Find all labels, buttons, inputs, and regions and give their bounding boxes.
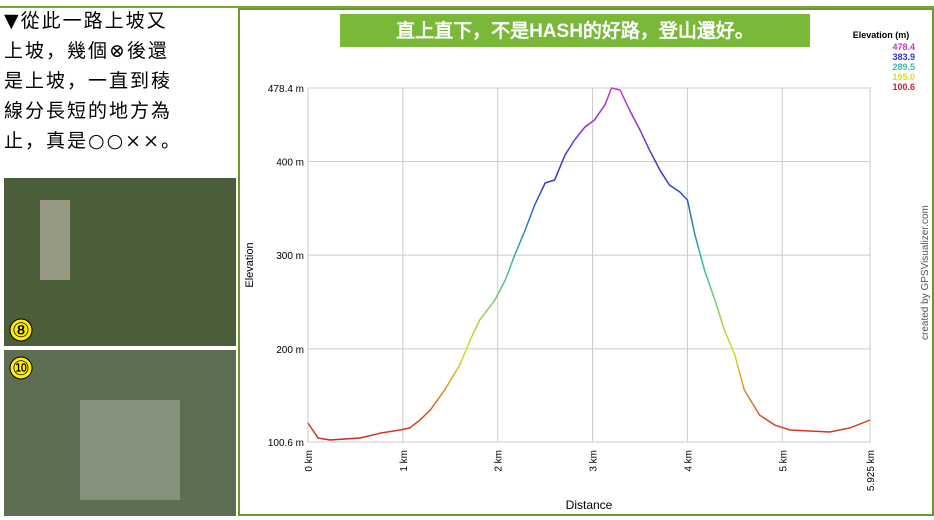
y-tick-label: 200 m (276, 345, 304, 356)
plot-area (308, 88, 870, 442)
y-tick-label: 100.6 m (268, 438, 304, 449)
y-tick-label: 400 m (276, 157, 304, 168)
legend-entry: 195.0 (892, 72, 915, 82)
legend-entry: 478.4 (892, 42, 915, 52)
x-tick-label: 2 km (494, 450, 505, 472)
photo-detail (40, 200, 70, 280)
side-text: 止，真是○○××。 (4, 130, 182, 152)
legend-entry: 100.6 (892, 82, 915, 92)
y-tick-label: 478.4 m (268, 84, 304, 95)
x-axis-label: Distance (566, 498, 613, 512)
x-tick-label: 5.925 km (866, 450, 877, 491)
y-axis-label: Elevation (244, 242, 256, 287)
photo-detail (80, 400, 180, 500)
side-text: 是上坡，一直到稜 (4, 70, 172, 92)
credit: created by GPSVisualizer.com (920, 205, 931, 340)
legend-entry: 289.5 (892, 62, 915, 72)
side-text: 上坡，幾個⊗後還 (4, 40, 169, 62)
x-tick-label: 5 km (778, 450, 789, 472)
side-text: 線分長短的地方為 (4, 100, 172, 122)
chart-title: 直上直下，不是HASH的好路，登山還好。 (396, 19, 754, 42)
y-tick-label: 300 m (276, 251, 304, 262)
photo (4, 178, 236, 346)
x-tick-label: 1 km (399, 450, 410, 472)
x-tick-label: 0 km (304, 450, 315, 472)
legend-title: Elevation (m) (853, 30, 910, 40)
photo-badge: ⑧ (12, 320, 30, 342)
screenshot: ⑧ ⑩ 直上直下，不是HASH的好路，登山還好。 Elevation (m) E… (0, 0, 934, 516)
x-tick-label: 4 km (683, 450, 694, 472)
x-tick-label: 3 km (589, 450, 600, 472)
side-text: ▼從此一路上坡又 (4, 10, 168, 32)
legend-entry: 383.9 (892, 52, 915, 62)
photo-badge: ⑩ (12, 358, 30, 380)
